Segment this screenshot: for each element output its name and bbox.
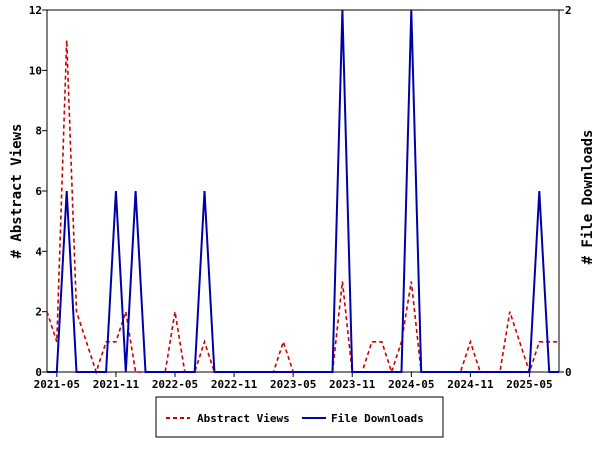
- left-tick-label: 4: [35, 245, 42, 258]
- plot-area: [46, 9, 560, 373]
- x-tick-label: 2021-05: [34, 378, 80, 391]
- x-tick-label: 2024-05: [388, 378, 434, 391]
- left-tick-label: 6: [35, 185, 42, 198]
- left-tick-label: 0: [35, 366, 42, 379]
- x-tick-label: 2021-11: [93, 378, 140, 391]
- x-tick-label: 2023-05: [270, 378, 316, 391]
- legend: Abstract Views File Downloads: [155, 396, 444, 438]
- x-tick-label: 2023-11: [329, 378, 376, 391]
- x-tick-label: 2025-05: [506, 378, 552, 391]
- x-axis-ticks: 2021-05 2021-11 2022-05 2022-11 2023-05 2023-…: [34, 372, 553, 391]
- left-axis-ticks: 0 2 4 6 8 10 12: [29, 4, 47, 379]
- left-tick-label: 2: [35, 306, 42, 319]
- left-tick-label: 10: [29, 64, 42, 77]
- legend-label-abstract-views: Abstract Views: [197, 412, 290, 425]
- x-tick-label: 2022-11: [211, 378, 258, 391]
- right-axis-title: # File Downloads: [580, 130, 596, 265]
- series-layer: [46, 9, 559, 375]
- right-tick-label: 0: [565, 366, 572, 379]
- right-axis-ticks: 02: [559, 4, 572, 379]
- x-tick-label: 2022-05: [152, 378, 198, 391]
- legend-box: [155, 396, 444, 438]
- left-tick-label: 12: [29, 4, 42, 17]
- left-axis-title: # Abstract Views: [9, 124, 25, 259]
- x-tick-label: 2024-11: [447, 378, 494, 391]
- series-line-file-downloads: [47, 9, 559, 373]
- right-tick-label: 2: [565, 4, 572, 17]
- left-tick-label: 8: [35, 125, 42, 138]
- legend-label-file-downloads: File Downloads: [331, 412, 424, 425]
